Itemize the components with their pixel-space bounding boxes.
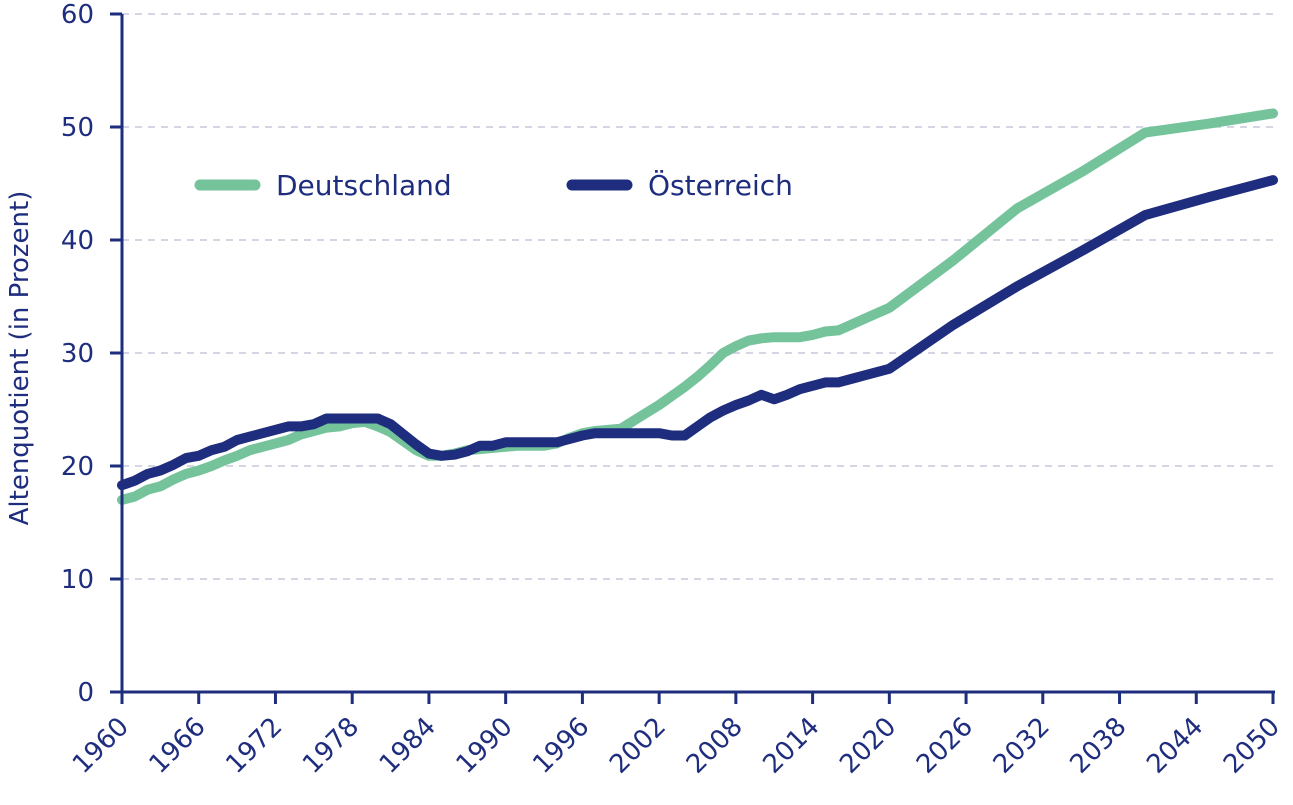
- x-tick-label: 2026: [911, 712, 979, 780]
- y-tick-label: 10: [61, 565, 94, 595]
- x-tick-label: 1966: [144, 712, 212, 780]
- x-tick-label: 2050: [1218, 712, 1286, 780]
- x-tick-label: 2032: [988, 712, 1056, 780]
- x-tick-labels: 1960 1966 1972 1978 1984 1990 1996 2002 2008 2014…: [67, 712, 1286, 780]
- y-tick-label: 40: [61, 226, 94, 256]
- y-tick-label: 0: [77, 678, 94, 708]
- x-tick-label: 2044: [1141, 712, 1209, 780]
- legend-label: Österreich: [648, 168, 793, 202]
- gridlines: [122, 13, 1273, 580]
- x-tick-label: 1960: [67, 712, 135, 780]
- axes: [110, 12, 1275, 704]
- x-tick-label: 1972: [220, 712, 288, 780]
- legend: Deutschland Österreich: [194, 168, 793, 202]
- series-line-oesterreich: [117, 175, 1278, 491]
- x-tick-label: 2038: [1064, 712, 1132, 780]
- x-tick-label: 1984: [374, 712, 442, 780]
- x-tick-label: 2020: [834, 712, 902, 780]
- y-tick-label: 60: [61, 0, 94, 30]
- x-tick-label: 1990: [451, 712, 519, 780]
- x-tick-label: 2014: [758, 712, 826, 780]
- y-axis-label: Altenquotient (in Prozent): [5, 191, 35, 526]
- y-tick-label: 20: [61, 452, 94, 482]
- y-tick-label: 30: [61, 339, 94, 369]
- x-tick-label: 2008: [681, 712, 749, 780]
- x-tick-label: 2002: [604, 712, 672, 780]
- x-tick-label: 1978: [297, 712, 365, 780]
- legend-label: Deutschland: [276, 169, 452, 202]
- y-tick-label: 50: [61, 113, 94, 143]
- y-tick-labels: 0 10 20 30 40 50 60: [61, 0, 94, 708]
- x-tick-label: 1996: [527, 712, 595, 780]
- series-lines: [117, 108, 1278, 505]
